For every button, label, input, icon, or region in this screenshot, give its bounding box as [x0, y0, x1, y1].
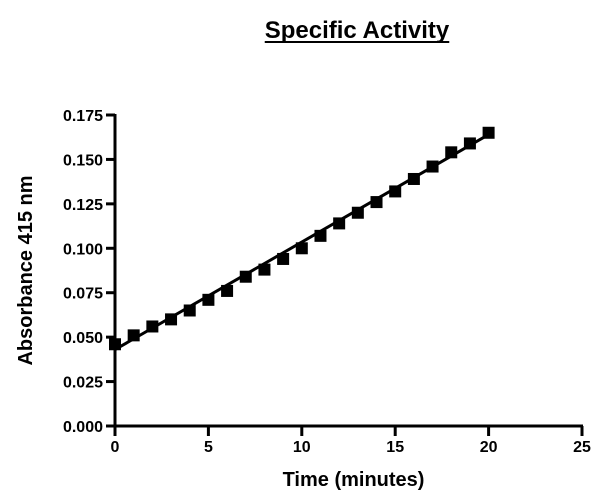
data-point	[426, 160, 439, 173]
data-point	[370, 196, 383, 209]
x-tick-label: 0	[111, 439, 120, 456]
data-point	[482, 126, 495, 139]
y-tick-label: 0.175	[63, 108, 103, 125]
data-point	[407, 172, 420, 185]
chart-title: Specific Activity	[265, 17, 450, 44]
data-point	[333, 217, 346, 230]
x-tick-label: 5	[204, 439, 213, 456]
data-point	[183, 304, 196, 317]
data-point	[389, 185, 402, 198]
y-axis-label: Absorbance 415 nm	[15, 175, 37, 365]
x-tick-label: 25	[573, 439, 591, 456]
y-tick-label: 0.150	[63, 152, 103, 169]
x-axis-label: Time (minutes)	[283, 469, 425, 491]
data-point	[127, 329, 140, 342]
data-point	[314, 229, 327, 242]
y-tick-label: 0.000	[63, 419, 103, 436]
data-point	[258, 263, 271, 276]
x-tick-label: 15	[386, 439, 404, 456]
data-point	[277, 252, 290, 265]
y-tick-label: 0.050	[63, 330, 103, 347]
x-tick-label: 20	[480, 439, 498, 456]
data-point	[239, 270, 252, 283]
y-tick-label: 0.100	[63, 241, 103, 258]
x-tick-label: 10	[293, 439, 311, 456]
y-tick-label: 0.075	[63, 286, 103, 303]
data-point	[295, 242, 308, 255]
data-point	[109, 338, 121, 351]
fit-line	[114, 133, 490, 351]
data-point	[202, 293, 215, 306]
data-point	[351, 206, 364, 219]
data-point	[221, 284, 234, 297]
data-point	[445, 146, 458, 159]
data-point	[463, 137, 476, 150]
data-point	[146, 320, 159, 333]
data-point	[165, 313, 178, 326]
y-tick-label: 0.025	[63, 375, 103, 392]
plot-area: 0.000 0.025 0.050 0.075 0.100 0.125 0.150 0.175…	[63, 108, 591, 456]
y-tick-label: 0.125	[63, 197, 103, 214]
